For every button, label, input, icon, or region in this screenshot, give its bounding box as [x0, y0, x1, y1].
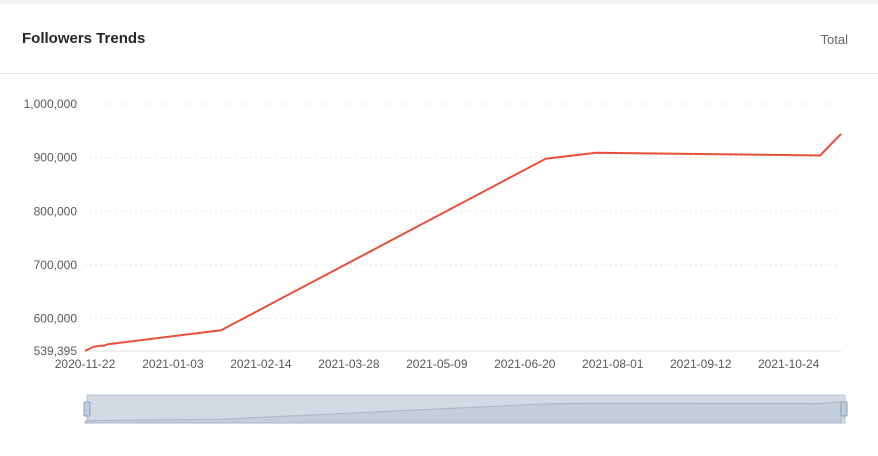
chart-title: Followers Trends — [22, 30, 146, 47]
top-strip — [0, 0, 878, 4]
x-tick-label: 2021-10-24 — [758, 357, 820, 371]
y-tick-label: 700,000 — [34, 258, 78, 272]
y-tick-label: 539,395 — [34, 344, 78, 358]
y-tick-label: 900,000 — [34, 151, 78, 165]
zoom-slider-preview-area — [84, 401, 842, 424]
x-tick-label: 2021-02-14 — [230, 357, 292, 371]
x-tick-label: 2021-06-20 — [494, 357, 556, 371]
followers-series-line — [84, 133, 842, 352]
y-tick-label: 1,000,000 — [24, 97, 78, 111]
x-tick-label: 2021-09-12 — [670, 357, 732, 371]
x-tick-label: 2021-03-28 — [318, 357, 380, 371]
zoom-handle-right[interactable] — [840, 401, 848, 417]
card-header: Followers Trends Total — [0, 4, 878, 74]
x-tick-label: 2021-05-09 — [406, 357, 468, 371]
y-tick-label: 600,000 — [34, 312, 78, 326]
zoom-handle-left[interactable] — [83, 401, 91, 417]
x-tick-label: 2021-01-03 — [142, 357, 204, 371]
y-tick-label: 800,000 — [34, 204, 78, 218]
total-filter[interactable]: Total — [820, 32, 848, 47]
x-tick-label: 2021-08-01 — [582, 357, 644, 371]
x-tick-label: 2020-11-22 — [55, 357, 116, 371]
